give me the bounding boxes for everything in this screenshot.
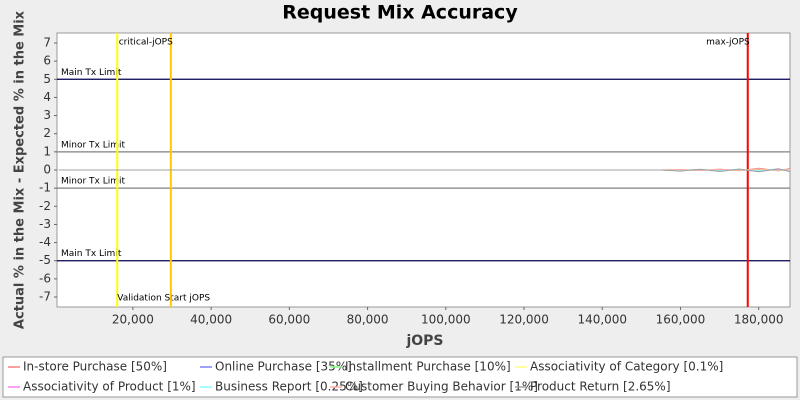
- x-axis-label: jOPS: [405, 333, 443, 349]
- legend-label: Business Report [0.25%]: [215, 380, 363, 394]
- series-line: [58, 168, 791, 173]
- reference-label: Main Tx Limit: [61, 68, 122, 78]
- y-tick-label: 0: [43, 163, 51, 177]
- y-tick-label: 4: [43, 90, 51, 104]
- legend-label: Installment Purchase [10%]: [345, 360, 511, 374]
- legend-label: Customer Buying Behavior [1%]: [345, 380, 538, 394]
- x-tick-label: 180,000: [734, 313, 784, 327]
- y-tick-label: 7: [43, 35, 51, 49]
- legend: [2, 356, 798, 398]
- chart-title: Request Mix Accuracy: [282, 2, 518, 24]
- y-tick-label: -1: [39, 181, 51, 195]
- y-tick-label: 3: [43, 108, 51, 122]
- legend-label: Associativity of Category [0.1%]: [530, 360, 723, 374]
- y-tick-label: -7: [39, 290, 51, 304]
- legend-label: In-store Purchase [50%]: [23, 360, 167, 374]
- y-tick-label: 1: [43, 144, 51, 158]
- x-tick-label: 40,000: [190, 313, 232, 327]
- legend-label: Online Purchase [35%]: [215, 360, 352, 374]
- x-tick-label: 80,000: [347, 313, 389, 327]
- x-tick-label: 140,000: [577, 313, 627, 327]
- x-tick-label: 100,000: [421, 313, 471, 327]
- x-tick-label: 20,000: [112, 313, 154, 327]
- y-tick-label: 5: [43, 72, 51, 86]
- legend-label: Associativity of Product [1%]: [23, 380, 196, 394]
- y-tick-label: 6: [43, 54, 51, 68]
- y-tick-label: -2: [39, 199, 51, 213]
- marker-label: Validation Start jOPS: [117, 294, 210, 304]
- y-tick-label: -6: [39, 271, 51, 285]
- reference-label: Main Tx Limit: [61, 249, 122, 259]
- y-tick-label: 2: [43, 126, 51, 140]
- legend-label: Product Return [2.65%]: [530, 380, 671, 394]
- x-tick-label: 160,000: [656, 313, 706, 327]
- reference-label: Minor Tx Limit: [61, 140, 126, 150]
- y-tick-label: -3: [39, 217, 51, 231]
- y-tick-label: -4: [39, 235, 51, 249]
- reference-label: Minor Tx Limit: [61, 177, 126, 187]
- marker-label: max-jOPS: [706, 38, 750, 48]
- marker-label: critical-jOPS: [119, 38, 173, 48]
- x-tick-label: 120,000: [499, 313, 549, 327]
- x-tick-label: 60,000: [268, 313, 310, 327]
- y-axis-label: Actual % in the Mix - Expected % in the …: [13, 10, 28, 329]
- y-tick-label: -5: [39, 253, 51, 267]
